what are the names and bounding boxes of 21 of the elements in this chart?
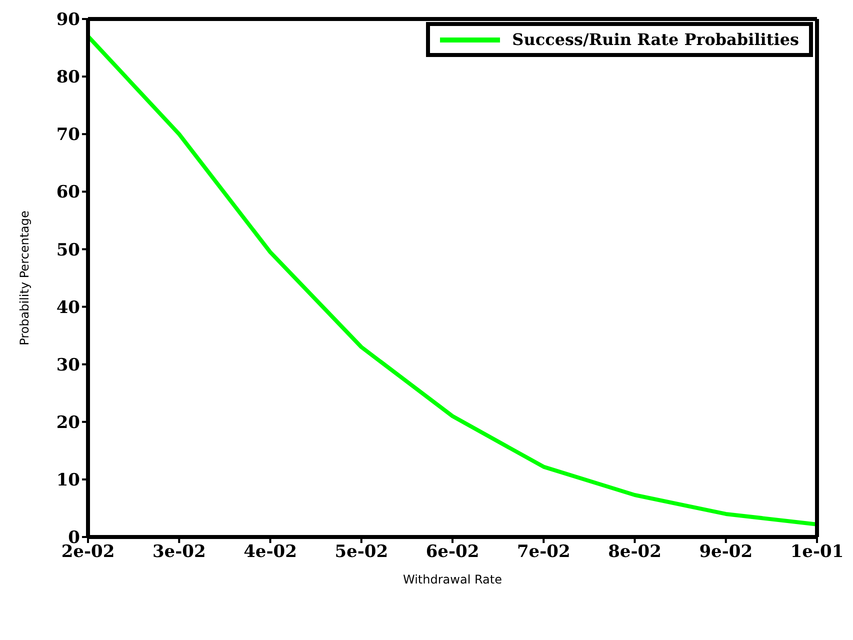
- x-axis-title: Withdrawal Rate: [403, 572, 502, 587]
- y-axis-title: Probability Percentage: [17, 210, 32, 346]
- y-tick-label: 50: [56, 240, 80, 260]
- line-series: [88, 34, 817, 526]
- x-tick-label: 8e-02: [608, 542, 662, 562]
- x-tick-label: 5e-02: [334, 542, 388, 562]
- x-tick-label: 7e-02: [516, 542, 570, 562]
- y-tick-label: 40: [56, 298, 80, 318]
- y-tick-label: 60: [56, 182, 80, 203]
- x-tick-label: 1e-01: [790, 542, 844, 562]
- x-tick-label: 9e-02: [699, 542, 753, 562]
- y-tick-label: 10: [56, 470, 80, 490]
- x-tick-label: 6e-02: [426, 542, 480, 562]
- legend-label: Success/Ruin Rate Probabilities: [512, 30, 799, 49]
- y-tick-label: 70: [56, 125, 80, 146]
- y-tick-label: 20: [56, 412, 80, 433]
- y-tick-label: 80: [56, 68, 80, 88]
- y-tick-label: 30: [56, 355, 80, 376]
- x-tick-label: 3e-02: [152, 542, 206, 562]
- x-tick-label: 4e-02: [244, 542, 297, 562]
- y-tick-label: 90: [56, 10, 80, 30]
